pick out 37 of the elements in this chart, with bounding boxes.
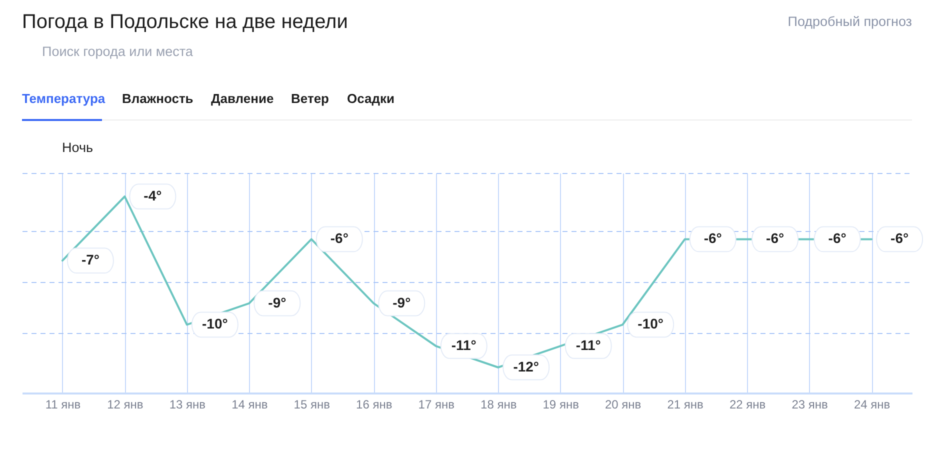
data-label: -12° [513, 358, 540, 374]
data-label: -11° [576, 337, 601, 354]
data-label: -9° [392, 294, 411, 310]
x-tick-label: 23 янв [792, 398, 828, 412]
x-tick-label: 18 янв [480, 398, 517, 412]
text: Влажность [122, 91, 194, 106]
x-tick-label: 24 янв [854, 398, 890, 412]
data-label: -6° [766, 230, 784, 246]
data-label: -6° [828, 230, 846, 246]
text: Ветер [291, 91, 330, 106]
data-label: -9° [268, 294, 286, 310]
x-tick-label: 11 янв [45, 398, 81, 412]
x-tick-label: 16 янв [356, 398, 392, 412]
x-tick-label: 22 янв [729, 398, 766, 412]
data-label: -10° [638, 316, 664, 332]
data-label: -7° [81, 252, 100, 268]
chart-title: Погода в Подольске на две недели [22, 11, 348, 33]
text: Температура [22, 91, 106, 106]
text: Осадки [347, 91, 394, 106]
data-label: -6° [330, 230, 348, 246]
text: Ночь [62, 140, 94, 155]
data-label: -4° [144, 187, 162, 204]
data-label: -11° [451, 337, 476, 354]
x-tick-label: 13 янв [169, 398, 206, 412]
text: Поиск города или места [42, 44, 194, 59]
x-tick-label: 14 янв [232, 398, 268, 412]
data-label: -6° [704, 230, 722, 246]
x-tick-label: 20 янв [605, 398, 642, 412]
x-tick-label: 15 янв [294, 398, 330, 412]
x-tick-label: 12 янв [107, 398, 144, 412]
x-tick-label: 19 янв [542, 398, 579, 412]
text: Подробный прогноз [788, 14, 912, 29]
data-label: -6° [890, 230, 909, 246]
text: Давление [211, 91, 274, 106]
data-label: -10° [202, 316, 228, 332]
x-tick-label: 21 янв [667, 398, 704, 412]
x-tick-label: 17 янв [418, 398, 454, 412]
